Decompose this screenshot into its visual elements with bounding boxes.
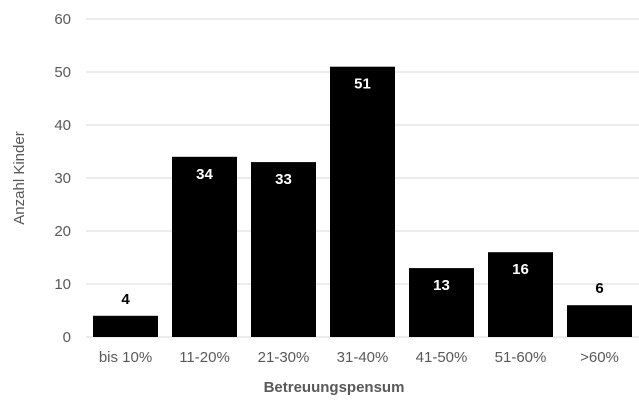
y-axis-title: Anzahl Kinder xyxy=(11,131,28,224)
bars xyxy=(93,66,632,337)
data-label: 33 xyxy=(275,171,292,188)
data-label: 51 xyxy=(354,76,371,93)
y-tick-label: 30 xyxy=(54,170,71,187)
y-tick-label: 20 xyxy=(54,223,71,240)
data-label: 16 xyxy=(512,261,529,278)
bar xyxy=(409,268,474,337)
x-tick-label: bis 10% xyxy=(99,349,152,366)
bar xyxy=(488,252,553,337)
y-tick-label: 10 xyxy=(54,276,71,293)
x-tick-label: 31-40% xyxy=(337,349,389,366)
data-label: 13 xyxy=(433,277,450,294)
y-tick-label: 0 xyxy=(63,329,71,346)
x-axis-title: Betreuungspensum xyxy=(264,379,405,396)
y-axis-ticks: 0 10 20 30 40 50 60 xyxy=(54,11,71,346)
data-labels: 4 34 33 51 13 16 6 xyxy=(121,76,603,308)
bar xyxy=(567,305,632,337)
bar xyxy=(330,66,395,337)
x-tick-label: 11-20% xyxy=(179,349,230,366)
x-tick-label: >60% xyxy=(580,349,619,366)
data-label: 6 xyxy=(595,280,603,297)
x-tick-label: 21-30% xyxy=(258,349,310,366)
y-tick-label: 50 xyxy=(54,64,71,81)
data-label: 34 xyxy=(196,166,213,183)
x-axis-ticks: bis 10% 11-20% 21-30% 31-40% 41-50% 51-60% >60… xyxy=(99,349,619,366)
y-tick-label: 60 xyxy=(54,11,71,28)
x-tick-label: 51-60% xyxy=(495,349,547,366)
x-tick-label: 41-50% xyxy=(416,349,468,366)
bar xyxy=(251,162,316,337)
bar xyxy=(172,156,237,337)
bar xyxy=(93,315,158,337)
y-tick-label: 40 xyxy=(54,117,71,134)
data-label: 4 xyxy=(121,291,130,308)
